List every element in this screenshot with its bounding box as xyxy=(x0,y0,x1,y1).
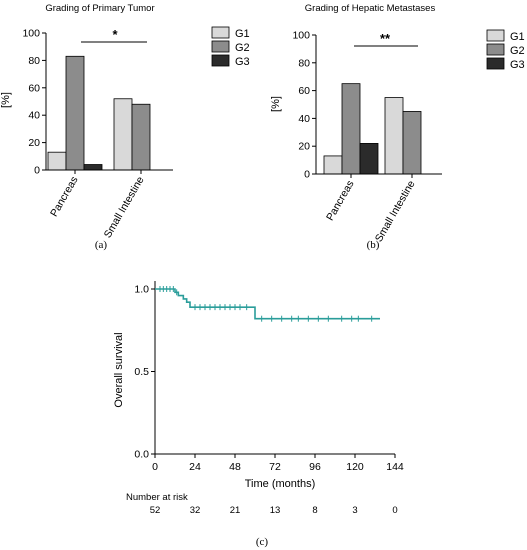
y-tick-label: 100 xyxy=(292,30,310,42)
x-tick-label: 96 xyxy=(309,461,321,473)
chart-a-caption: (a) xyxy=(95,239,108,251)
chart-b-significance-label: ** xyxy=(380,31,391,46)
y-tick-label: 20 xyxy=(28,137,40,149)
chart-panel-a: Grading of Primary Tumor [%] 0 20 40 60 80 10… xyxy=(0,3,250,251)
chart-b-significance: ** xyxy=(354,31,418,47)
chart-c-xlabel: Time (months) xyxy=(245,478,316,490)
x-tick-label: Small Intestine xyxy=(102,174,147,240)
chart-a-y-axis: 0 20 40 60 80 100 xyxy=(22,28,47,177)
chart-c-risk-table: Number at risk 52 32 21 13 8 3 0 xyxy=(126,492,398,516)
chart-a-ylabel: [%] xyxy=(0,92,12,108)
y-tick-label: 40 xyxy=(298,113,310,125)
chart-a-legend: G1 G2 G3 xyxy=(211,26,250,68)
bar-g2-pancreas xyxy=(65,55,85,171)
legend-swatch-g1 xyxy=(486,29,505,42)
chart-b-y-axis: 0 20 40 60 80 100 xyxy=(292,30,317,181)
chart-b-ylabel: [%] xyxy=(270,96,282,112)
bar-g2-small-intestine xyxy=(131,103,151,171)
bar-g3-pancreas xyxy=(83,164,103,171)
y-tick-label: 0 xyxy=(34,165,40,177)
chart-c-axes: 0.0 0.5 1.0 0 24 48 72 96 120 144 xyxy=(134,281,404,473)
bar-g1-pancreas xyxy=(323,155,343,175)
legend-swatch-g3 xyxy=(486,57,505,70)
risk-count: 8 xyxy=(312,505,317,516)
survival-step-line xyxy=(155,288,380,320)
x-tick-label: 48 xyxy=(229,461,241,473)
chart-a-significance: * xyxy=(81,27,147,43)
risk-count: 13 xyxy=(270,505,281,516)
y-tick-label: 80 xyxy=(28,55,40,67)
chart-c-survival-curve xyxy=(155,286,380,322)
bar-g2-pancreas xyxy=(341,83,361,175)
y-tick-label: 0.5 xyxy=(134,366,149,378)
y-tick-label: 1.0 xyxy=(134,284,149,296)
risk-count: 52 xyxy=(150,505,161,516)
x-tick-label: 120 xyxy=(346,461,364,473)
legend-swatch-g2 xyxy=(486,43,505,56)
bar-g1-pancreas xyxy=(47,151,67,171)
x-tick-label: 144 xyxy=(386,461,404,473)
risk-count: 21 xyxy=(230,505,241,516)
x-tick-label: Pancreas xyxy=(324,179,357,223)
x-tick-label: Small Intestine xyxy=(373,178,418,244)
y-tick-label: 0.0 xyxy=(134,449,149,461)
legend-swatch-g2 xyxy=(211,40,230,53)
legend-label-g3: G3 xyxy=(510,59,525,71)
y-tick-label: 80 xyxy=(298,57,310,69)
legend-swatch-g3 xyxy=(211,54,230,67)
risk-count: 3 xyxy=(352,505,357,516)
chart-panel-c: Overall survival Time (months) 0.0 0.5 1.0… xyxy=(113,281,404,548)
chart-b-x-axis: Pancreas Small Intestine xyxy=(316,173,442,244)
risk-table-label: Number at risk xyxy=(126,492,188,503)
chart-a-bars xyxy=(47,55,151,171)
bar-g2-small-intestine xyxy=(402,111,422,175)
x-tick-label: 0 xyxy=(152,461,158,473)
risk-count: 0 xyxy=(392,505,397,516)
chart-a-title: Grading of Primary Tumor xyxy=(45,3,154,14)
chart-c-ylabel: Overall survival xyxy=(113,332,125,407)
y-tick-label: 20 xyxy=(298,141,310,153)
chart-c-caption: (c) xyxy=(256,536,269,548)
y-tick-label: 60 xyxy=(28,82,40,94)
legend-label-g3: G3 xyxy=(235,56,250,68)
x-tick-label: 72 xyxy=(269,461,281,473)
legend-label-g2: G2 xyxy=(510,45,525,57)
chart-a-significance-label: * xyxy=(112,27,118,42)
y-tick-label: 100 xyxy=(22,28,40,40)
y-tick-label: 40 xyxy=(28,110,40,122)
x-tick-label: 24 xyxy=(189,461,201,473)
bar-g1-small-intestine xyxy=(113,98,133,171)
risk-count: 32 xyxy=(190,505,201,516)
bar-g1-small-intestine xyxy=(384,97,404,175)
chart-b-bars xyxy=(323,83,422,175)
chart-panel-b: Grading of Hepatic Metastases [%] 0 20 40 6… xyxy=(270,3,525,251)
y-tick-label: 0 xyxy=(304,169,310,181)
legend-label-g2: G2 xyxy=(235,42,250,54)
legend-label-g1: G1 xyxy=(235,28,250,40)
chart-b-title: Grading of Hepatic Metastases xyxy=(305,3,436,14)
legend-label-g1: G1 xyxy=(510,31,525,43)
bar-g3-pancreas xyxy=(359,143,379,175)
legend-swatch-g1 xyxy=(211,26,230,39)
chart-a-x-axis: Pancreas Small Intestine xyxy=(46,169,173,240)
chart-b-legend: G1 G2 G3 xyxy=(486,29,525,71)
x-tick-label: Pancreas xyxy=(48,175,81,219)
y-tick-label: 60 xyxy=(298,85,310,97)
chart-b-caption: (b) xyxy=(367,239,380,251)
